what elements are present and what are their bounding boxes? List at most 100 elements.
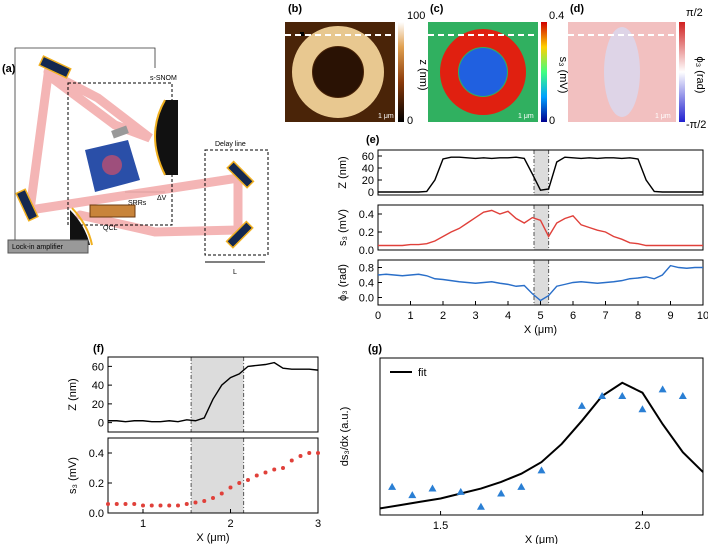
plot-frame (107, 356, 319, 433)
data-point (254, 473, 259, 478)
x-axis-label: X (μm) (196, 532, 229, 544)
x-tick-label: 10 (697, 310, 708, 322)
colorbar-max: π/2 (686, 7, 703, 19)
data-point (141, 503, 145, 508)
data-point (456, 487, 465, 495)
y-tick-label: 0.8 (359, 263, 374, 275)
panel-label: (e) (366, 134, 380, 146)
data-point (388, 482, 397, 490)
y-tick-label: 60 (362, 151, 374, 163)
data-point (289, 458, 294, 463)
highlight-span (191, 438, 244, 513)
x-tick-label: 5 (537, 310, 543, 322)
label: s-SNOM (150, 75, 177, 82)
label: QCL (103, 225, 118, 232)
data-line (378, 209, 703, 247)
panel-label: (a) (2, 63, 16, 75)
label: Delay line (215, 141, 246, 148)
panel-label: (c) (430, 3, 444, 15)
map-c: (c) 0.4 0 s₃ (mV) 1 μm (428, 3, 569, 127)
colorbar-title: s₃ (mV) (557, 57, 569, 94)
plot-frame (377, 149, 704, 196)
colorbar-min: 0 (549, 115, 555, 127)
x-tick-label: 2 (227, 518, 233, 530)
data-point (106, 502, 110, 506)
data-point (237, 481, 242, 485)
panel-label: (b) (288, 3, 302, 15)
data-point (184, 502, 189, 506)
y-tick-label: 0.2 (359, 227, 374, 239)
y-tick-label: 0.0 (89, 508, 104, 520)
y-tick-label: 0.2 (89, 478, 104, 490)
data-point (193, 500, 198, 505)
data-point (211, 496, 215, 500)
y-axis-label: s₃ (mV) (67, 457, 79, 494)
data-point (638, 405, 647, 413)
y-tick-label: 20 (362, 175, 374, 187)
setup-diagram: (a) s-SNOM SRRs Delay line L ΔV QCL Lock… (2, 47, 269, 276)
y-tick-label: 0.4 (89, 448, 104, 460)
scale-bar: 1 μm (518, 113, 534, 120)
data-point (577, 401, 586, 409)
data-point (497, 489, 506, 497)
data-point (176, 503, 180, 508)
x-tick-label: 9 (667, 310, 673, 322)
data-point (272, 467, 277, 472)
data-point (263, 470, 268, 475)
x-tick-label: 8 (635, 310, 641, 322)
highlight-span (534, 150, 549, 195)
colorbar-min: 0 (407, 115, 413, 127)
x-tick-label: 4 (505, 310, 511, 322)
x-tick-label: 1 (140, 518, 146, 530)
data-point (219, 491, 224, 496)
data-point (149, 503, 154, 508)
x-tick-label: 2 (440, 310, 446, 322)
map-d: (d) π/2 -π/2 ϕ₃ (rad) 1 μm (568, 3, 706, 131)
data-point (307, 451, 312, 455)
legend-label: fit (418, 367, 427, 379)
data-point (246, 478, 250, 482)
colorbar-title: z (nm) (417, 59, 429, 90)
y-tick-label: 20 (92, 399, 104, 411)
y-tick-label: 0 (98, 418, 104, 430)
y-tick-label: 0.4 (359, 278, 374, 290)
y-axis-label: s₃ (mV) (337, 209, 349, 246)
x-tick-label: 7 (602, 310, 608, 322)
y-axis-label: ds₃/dx (a.u.) (339, 407, 351, 467)
y-axis-label: Z (nm) (337, 156, 349, 188)
colorbar-title: ϕ₃ (rad) (694, 57, 706, 94)
x-axis-label: X (μm) (525, 534, 558, 544)
x-tick-label: 0 (375, 310, 381, 322)
data-point (202, 499, 207, 503)
x-tick-label: 3 (315, 518, 321, 530)
colorbar-max: 100 (407, 10, 425, 22)
data-point (598, 392, 607, 400)
data-line (108, 361, 319, 423)
map-b: (b) 100 0 z (nm) 1 μm (285, 3, 429, 127)
x-tick-label: 6 (570, 310, 576, 322)
x-tick-label: 2.0 (635, 520, 650, 532)
highlight-span (534, 260, 549, 305)
data-line (377, 264, 703, 302)
label: Lock-in amplifier (12, 244, 64, 251)
data-point (658, 385, 667, 393)
data-point (298, 454, 303, 458)
x-tick-label: 1.5 (433, 520, 448, 532)
data-line (378, 156, 703, 193)
y-tick-label: 0 (368, 187, 374, 199)
y-tick-label: 60 (92, 361, 104, 373)
data-point (678, 392, 687, 400)
y-tick-label: 0.0 (359, 293, 374, 305)
label: SRRs (128, 200, 147, 207)
highlight-span (534, 205, 549, 250)
x-tick-label: 3 (472, 310, 478, 322)
y-tick-label: 40 (92, 380, 104, 392)
data-point (316, 451, 320, 455)
y-axis-label: ϕ₃ (rad) (337, 264, 349, 301)
y-tick-label: 40 (362, 163, 374, 175)
data-point (537, 466, 546, 474)
x-axis-label: X (μm) (524, 324, 557, 336)
data-point (517, 482, 526, 490)
label: L (233, 269, 237, 276)
